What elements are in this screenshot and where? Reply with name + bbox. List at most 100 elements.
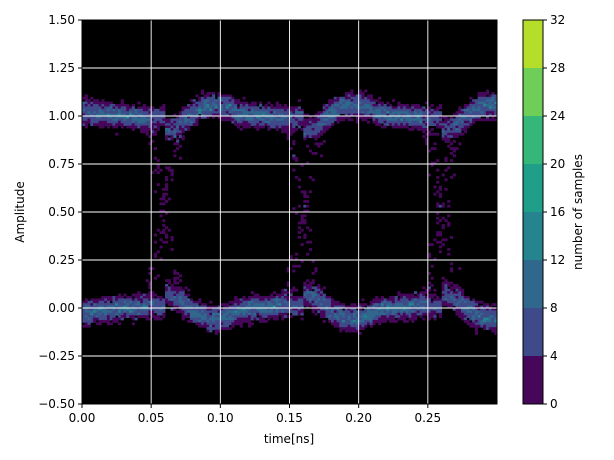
- heatmap-cell: [339, 104, 343, 107]
- heatmap-cell: [328, 99, 332, 102]
- heatmap-cell: [212, 327, 216, 330]
- heatmap-cell: [463, 125, 467, 129]
- heatmap-cell: [90, 315, 94, 318]
- heatmap-cell: [87, 101, 91, 105]
- heatmap-cell: [325, 113, 329, 117]
- heatmap-cell: [375, 296, 379, 299]
- heatmap-cell: [466, 104, 470, 107]
- heatmap-cell: [416, 116, 420, 119]
- heatmap-cell: [411, 123, 415, 126]
- heatmap-cell: [372, 120, 376, 124]
- heatmap-cell: [90, 96, 94, 100]
- heatmap-cell: [192, 308, 196, 311]
- heatmap-cell: [488, 118, 492, 122]
- heatmap-cell: [87, 315, 91, 318]
- heatmap-cell: [209, 106, 213, 110]
- heatmap-cell: [402, 298, 407, 302]
- heatmap-cell: [267, 298, 271, 302]
- heatmap-cell: [405, 113, 409, 117]
- heatmap-cell: [408, 293, 412, 297]
- heatmap-cell: [148, 291, 152, 294]
- heatmap-cell: [101, 310, 105, 314]
- heatmap-cell: [84, 101, 88, 105]
- heatmap-cell: [325, 303, 329, 306]
- heatmap-cell: [411, 300, 415, 304]
- heatmap-cell: [449, 303, 454, 306]
- heatmap-cell: [253, 305, 257, 309]
- heatmap-cell: [98, 303, 102, 306]
- heatmap-cell: [165, 166, 169, 170]
- heatmap-cell: [438, 245, 443, 249]
- heatmap-cell: [212, 99, 216, 102]
- heatmap-cell: [364, 116, 368, 119]
- heatmap-cell: [333, 312, 337, 316]
- heatmap-cell: [286, 296, 290, 299]
- heatmap-cell: [430, 305, 434, 309]
- heatmap-cell: [242, 296, 246, 299]
- heatmap-cell: [167, 296, 171, 299]
- heatmap-cell: [455, 303, 459, 306]
- heatmap-cell: [480, 305, 484, 309]
- heatmap-cell: [239, 101, 243, 105]
- heatmap-cell: [162, 111, 166, 114]
- heatmap-cell: [283, 120, 288, 124]
- heatmap-cell: [303, 288, 307, 292]
- heatmap-cell: [477, 99, 481, 102]
- heatmap-cell: [165, 125, 169, 129]
- heatmap-cell: [317, 125, 321, 129]
- heatmap-cell: [231, 308, 235, 311]
- heatmap-cell: [286, 267, 290, 270]
- heatmap-cell: [400, 120, 404, 124]
- heatmap-cell: [422, 125, 426, 129]
- heatmap-cell: [369, 104, 373, 107]
- heatmap-cell: [109, 113, 113, 117]
- heatmap-cell: [333, 303, 337, 306]
- heatmap-cell: [117, 111, 122, 114]
- heatmap-cell: [239, 303, 243, 306]
- y-axis-label: Amplitude: [13, 181, 27, 243]
- heatmap-cell: [361, 322, 365, 326]
- heatmap-cell: [170, 135, 174, 138]
- heatmap-cell: [461, 303, 465, 306]
- heatmap-cell: [447, 305, 451, 309]
- heatmap-cell: [303, 221, 307, 225]
- heatmap-cell: [275, 315, 279, 318]
- heatmap-cell: [386, 120, 390, 124]
- heatmap-cell: [220, 94, 224, 98]
- heatmap-cell: [148, 272, 152, 275]
- heatmap-cell: [270, 300, 274, 304]
- heatmap-cell: [228, 94, 232, 98]
- heatmap-cell: [281, 108, 285, 112]
- heatmap-cell: [170, 238, 174, 242]
- heatmap-cell: [458, 118, 462, 122]
- heatmap-cell: [480, 320, 484, 323]
- heatmap-cell: [364, 99, 368, 102]
- heatmap-cell: [391, 106, 396, 110]
- heatmap-cell: [212, 322, 216, 326]
- heatmap-cell: [225, 303, 230, 306]
- heatmap-cell: [336, 322, 340, 326]
- heatmap-cell: [469, 101, 473, 105]
- heatmap-cell: [331, 322, 335, 326]
- heatmap-cell: [93, 101, 97, 105]
- heatmap-cell: [267, 305, 271, 309]
- heatmap-cell: [239, 300, 243, 304]
- heatmap-cell: [380, 118, 384, 122]
- heatmap-cell: [366, 315, 371, 318]
- heatmap-cell: [297, 226, 301, 230]
- heatmap-cell: [308, 293, 313, 297]
- heatmap-cell: [438, 231, 443, 234]
- heatmap-cell: [306, 128, 310, 131]
- heatmap-cell: [212, 108, 216, 112]
- heatmap-cell: [369, 322, 373, 326]
- heatmap-cell: [311, 132, 315, 136]
- heatmap-cell: [350, 312, 354, 316]
- heatmap-cell: [256, 108, 260, 112]
- heatmap-cell: [491, 94, 495, 98]
- heatmap-cell: [458, 315, 462, 318]
- heatmap-cell: [151, 123, 155, 126]
- heatmap-cell: [90, 108, 94, 112]
- heatmap-cell: [483, 303, 487, 306]
- heatmap-cell: [192, 104, 196, 107]
- heatmap-cell: [474, 106, 479, 110]
